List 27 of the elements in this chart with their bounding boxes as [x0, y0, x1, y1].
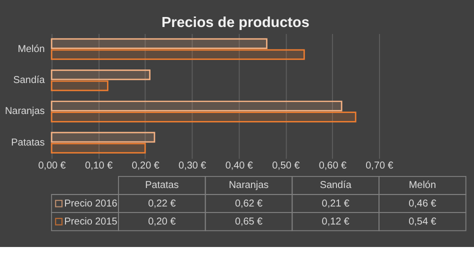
x-tick-label: 0,00 € — [38, 160, 66, 172]
x-tick-label: 0,60 € — [318, 160, 347, 172]
text: 0,46 € — [408, 198, 437, 210]
text: 0,21 € — [322, 198, 350, 210]
text: 0,62 € — [234, 198, 264, 210]
legend-label: Precio 2015 — [64, 216, 118, 228]
legend-label: Precio 2016 — [64, 198, 118, 210]
category-label: Sandía — [320, 180, 352, 192]
y-tick-label: Sandía — [13, 75, 46, 86]
category-label: Melón — [408, 180, 436, 192]
category-label: Patatas — [145, 180, 179, 192]
x-tick-label: 0,10 € — [84, 160, 114, 172]
text: 0,54 € — [408, 216, 437, 228]
x-tick-label: 0,20 € — [132, 160, 160, 172]
text: 0,12 € — [322, 216, 350, 228]
y-tick-label: Patatas — [11, 137, 45, 148]
category-label: Naranjas — [228, 180, 269, 192]
text: 0,20 € — [148, 216, 176, 228]
x-tick-label: 0,40 € — [225, 160, 254, 172]
x-tick-label: 0,70 € — [366, 160, 394, 172]
y-tick-label: Naranjas — [4, 106, 45, 118]
text: 0,22 € — [148, 198, 176, 210]
text: 0,65 € — [234, 216, 264, 228]
x-tick-label: 0,30 € — [178, 160, 207, 172]
x-tick-label: 0,50 € — [272, 160, 300, 172]
y-tick-label: Melón — [18, 44, 45, 55]
chart-title: Precios de productos — [161, 15, 310, 32]
